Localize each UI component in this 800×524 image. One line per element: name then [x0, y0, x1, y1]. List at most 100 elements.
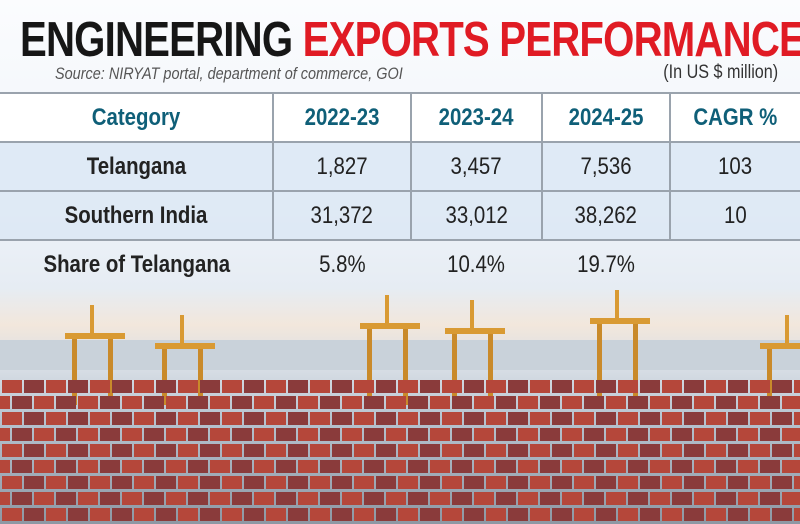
container	[78, 492, 98, 505]
container	[364, 460, 384, 473]
container	[210, 492, 230, 505]
container	[244, 412, 264, 425]
container	[2, 476, 22, 489]
container	[728, 508, 748, 521]
container	[508, 508, 528, 521]
row-label: Share of Telangana	[43, 250, 230, 278]
crane	[65, 305, 125, 405]
container	[584, 396, 604, 409]
container	[552, 444, 572, 457]
container	[34, 492, 54, 505]
container	[420, 476, 440, 489]
container	[750, 508, 770, 521]
container	[24, 476, 44, 489]
container	[596, 508, 616, 521]
container	[320, 396, 340, 409]
container	[738, 428, 758, 441]
container	[584, 428, 604, 441]
container	[244, 476, 264, 489]
container	[530, 508, 550, 521]
container	[442, 508, 462, 521]
table-row: Southern India 31,372 33,012 38,262 10	[0, 191, 800, 241]
container	[694, 460, 714, 473]
container	[254, 460, 274, 473]
container	[188, 460, 208, 473]
container	[772, 508, 792, 521]
container	[716, 492, 736, 505]
container	[332, 508, 352, 521]
container	[288, 412, 308, 425]
container	[112, 444, 132, 457]
container	[244, 380, 264, 393]
container	[430, 460, 450, 473]
container	[46, 412, 66, 425]
container	[684, 380, 704, 393]
container	[672, 492, 692, 505]
container	[34, 428, 54, 441]
container	[618, 508, 638, 521]
container	[650, 428, 670, 441]
container	[310, 476, 330, 489]
table-row: Share of Telangana 5.8% 10.4% 19.7%	[0, 240, 800, 288]
container	[562, 396, 582, 409]
container	[376, 380, 396, 393]
container	[420, 508, 440, 521]
container	[46, 508, 66, 521]
container	[266, 380, 286, 393]
container	[662, 444, 682, 457]
container	[716, 428, 736, 441]
container	[728, 412, 748, 425]
container	[342, 396, 362, 409]
table-cell: 10.4%	[447, 250, 506, 278]
container	[24, 380, 44, 393]
container	[298, 428, 318, 441]
container	[310, 380, 330, 393]
container	[134, 444, 154, 457]
container	[750, 412, 770, 425]
container	[320, 428, 340, 441]
container	[606, 460, 626, 473]
container	[530, 444, 550, 457]
header-2022-23: 2022-23	[272, 92, 411, 143]
container	[364, 492, 384, 505]
table-cell: 7,536	[541, 142, 670, 192]
container	[78, 396, 98, 409]
container	[716, 460, 736, 473]
container	[232, 492, 252, 505]
container	[694, 492, 714, 505]
container	[628, 396, 648, 409]
container	[354, 508, 374, 521]
row-label: Southern India	[0, 191, 273, 241]
header-2023-24: 2023-24	[410, 92, 542, 143]
table-cell: 38,262	[541, 191, 670, 241]
water	[0, 340, 800, 370]
container	[596, 412, 616, 425]
container	[672, 428, 692, 441]
container	[56, 396, 76, 409]
container	[464, 444, 484, 457]
container	[222, 476, 242, 489]
container	[376, 444, 396, 457]
container	[728, 380, 748, 393]
container	[474, 396, 494, 409]
container	[2, 508, 22, 521]
container	[640, 412, 660, 425]
container	[662, 380, 682, 393]
container	[518, 492, 538, 505]
container	[518, 428, 538, 441]
container	[254, 492, 274, 505]
container	[706, 508, 726, 521]
container	[0, 460, 10, 473]
container	[552, 508, 572, 521]
container	[562, 460, 582, 473]
container	[2, 444, 22, 457]
container	[398, 444, 418, 457]
container	[376, 476, 396, 489]
container	[486, 508, 506, 521]
container	[288, 508, 308, 521]
container	[408, 492, 428, 505]
container	[694, 428, 714, 441]
table-row: Telangana 1,827 3,457 7,536 103	[0, 142, 800, 192]
container	[618, 476, 638, 489]
container	[452, 460, 472, 473]
